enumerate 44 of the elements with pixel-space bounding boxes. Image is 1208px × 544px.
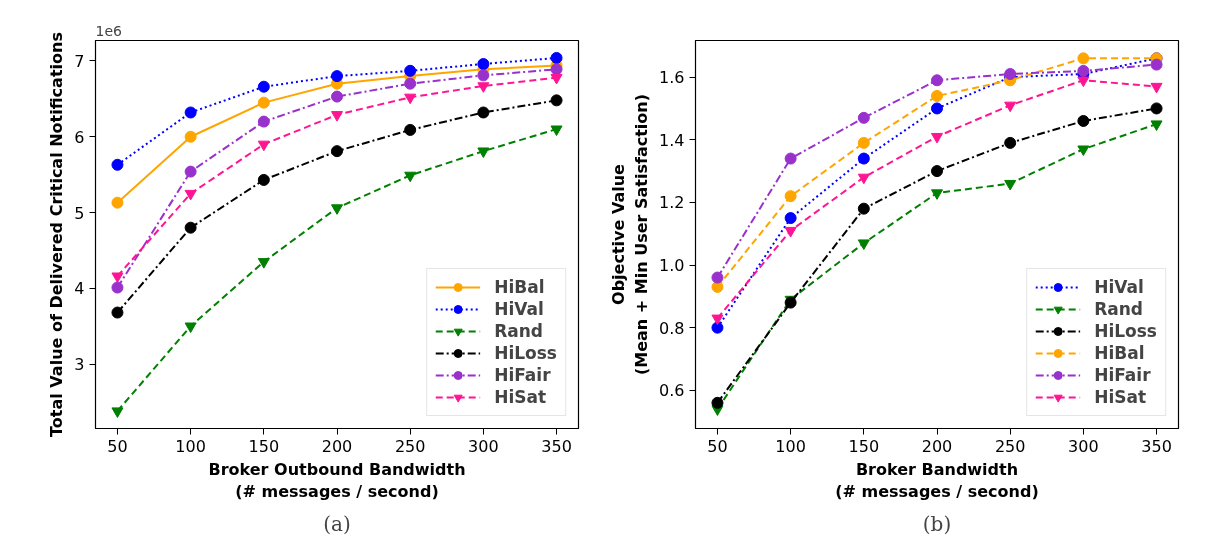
y-tick-label: 1.2 xyxy=(659,193,685,213)
y-tick-label: 5 xyxy=(74,203,85,223)
legend-label: HiFair xyxy=(494,365,551,385)
x-tick-label: 50 xyxy=(707,436,728,456)
y-tick-label: 1.4 xyxy=(659,130,685,150)
x-tick-label: 100 xyxy=(175,436,206,456)
text: 1e6 xyxy=(95,22,123,39)
x-axis-title: Broker Outbound Bandwidth (# messages / second) xyxy=(208,459,466,502)
x-tick-label: 200 xyxy=(921,436,953,456)
legend-label: HiLoss xyxy=(494,343,557,363)
x-axis-title: Broker Bandwidth (# messages / second) xyxy=(835,459,1039,502)
y-tick-label: 7 xyxy=(74,51,85,71)
text: (a) xyxy=(323,511,351,536)
x-tick-label: 350 xyxy=(1141,436,1172,456)
y-tick-label: 1.0 xyxy=(659,256,685,276)
legend-label: Rand xyxy=(1094,299,1144,319)
y-tick-label: 6 xyxy=(74,127,85,147)
x-tick-label: 250 xyxy=(394,436,426,456)
legend-label: HiSat xyxy=(1094,387,1147,407)
legend-label: HiBal xyxy=(1094,343,1145,363)
y-tick-label: 4 xyxy=(74,279,85,299)
y-tick-label: 0.8 xyxy=(659,318,685,338)
x-tick-label: 150 xyxy=(848,436,880,456)
x-tick-label: 300 xyxy=(1068,436,1099,456)
legend-label: Rand xyxy=(494,321,544,341)
legend-label: HiVal xyxy=(494,299,544,319)
legend-label: HiFair xyxy=(1094,365,1151,385)
legend-label: HiLoss xyxy=(1094,321,1157,341)
legend-label: HiVal xyxy=(1094,277,1144,297)
y-axis-title: Total Value of Delivered Critical Notifications xyxy=(47,32,67,437)
text: (b) xyxy=(922,511,952,536)
y-axis-title: Objective Value (Mean + Min User Satisfaction) xyxy=(609,93,652,376)
x-tick-label: 200 xyxy=(321,436,353,456)
x-tick-label: 350 xyxy=(541,436,572,456)
y-tick-label: 1.6 xyxy=(659,68,685,88)
legend-label: HiBal xyxy=(494,277,545,297)
x-tick-label: 100 xyxy=(775,436,806,456)
legend-label: HiSat xyxy=(494,387,547,407)
x-tick-label: 300 xyxy=(468,436,499,456)
x-tick-label: 150 xyxy=(248,436,280,456)
x-tick-label: 50 xyxy=(107,436,128,456)
y-tick-label: 3 xyxy=(74,355,85,375)
y-tick-label: 0.6 xyxy=(659,381,685,401)
x-tick-label: 250 xyxy=(994,436,1026,456)
